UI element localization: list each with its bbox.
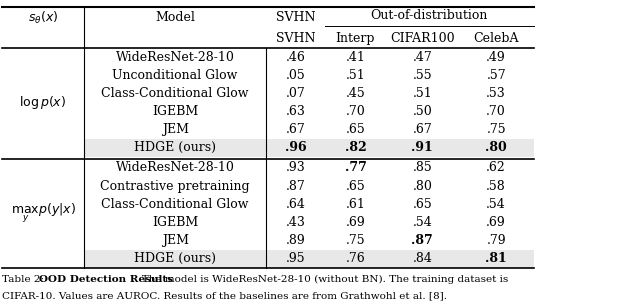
Text: .69: .69 [486, 216, 506, 229]
Text: .77: .77 [344, 161, 366, 174]
Text: IGEBM: IGEBM [152, 105, 198, 118]
Text: WideResNet-28-10: WideResNet-28-10 [116, 50, 235, 64]
Text: OOD Detection Results: OOD Detection Results [39, 275, 173, 284]
Bar [84, 250, 534, 268]
Text: .65: .65 [346, 123, 365, 136]
Text: Model: Model [156, 11, 195, 24]
Text: JEM: JEM [162, 234, 189, 247]
Text: .65: .65 [412, 198, 432, 211]
Text: .85: .85 [412, 161, 432, 174]
Text: .54: .54 [486, 198, 506, 211]
Text: CIFAR100: CIFAR100 [390, 32, 454, 45]
Text: .91: .91 [412, 141, 433, 154]
Text: Unconditional Glow: Unconditional Glow [113, 69, 238, 82]
Text: .93: .93 [285, 161, 305, 174]
Text: Contrastive pretraining: Contrastive pretraining [100, 180, 250, 192]
Bar [84, 139, 534, 157]
Text: .45: .45 [346, 87, 365, 100]
Text: .46: .46 [285, 50, 305, 64]
Text: .58: .58 [486, 180, 506, 192]
Text: HDGE (ours): HDGE (ours) [134, 141, 216, 154]
Text: .07: .07 [285, 87, 305, 100]
Text: .55: .55 [413, 69, 432, 82]
Text: Out-of-distribution: Out-of-distribution [371, 9, 488, 22]
Text: WideResNet-28-10: WideResNet-28-10 [116, 161, 235, 174]
Text: .76: .76 [346, 252, 365, 265]
Text: Table 2:: Table 2: [1, 275, 47, 284]
Text: .57: .57 [486, 69, 506, 82]
Text: $\max_y p(y|x)$: $\max_y p(y|x)$ [10, 202, 76, 225]
Text: .  The model is WideResNet-28-10 (without BN). The training dataset is: . The model is WideResNet-28-10 (without… [132, 275, 508, 284]
Text: .54: .54 [412, 216, 432, 229]
Text: .51: .51 [346, 69, 365, 82]
Text: .53: .53 [486, 87, 506, 100]
Text: .87: .87 [412, 234, 433, 247]
Text: .69: .69 [346, 216, 365, 229]
Text: .62: .62 [486, 161, 506, 174]
Text: .64: .64 [285, 198, 305, 211]
Text: .80: .80 [485, 141, 507, 154]
Text: .81: .81 [485, 252, 507, 265]
Text: SVHN: SVHN [276, 11, 316, 24]
Text: .84: .84 [412, 252, 432, 265]
Text: IGEBM: IGEBM [152, 216, 198, 229]
Text: .41: .41 [346, 50, 365, 64]
Text: .95: .95 [285, 252, 305, 265]
Text: .50: .50 [412, 105, 432, 118]
Text: .87: .87 [285, 180, 305, 192]
Text: .63: .63 [285, 105, 305, 118]
Text: HDGE (ours): HDGE (ours) [134, 252, 216, 265]
Text: .65: .65 [346, 180, 365, 192]
Text: CIFAR-10. Values are AUROC. Results of the baselines are from Grathwohl et al. [: CIFAR-10. Values are AUROC. Results of t… [1, 292, 447, 301]
Text: SVHN: SVHN [276, 32, 316, 45]
Text: Interp: Interp [336, 32, 375, 45]
Text: $s_{\theta}(x)$: $s_{\theta}(x)$ [28, 10, 58, 26]
Text: .80: .80 [412, 180, 432, 192]
Text: .67: .67 [285, 123, 305, 136]
Text: $\log p(x)$: $\log p(x)$ [19, 94, 67, 111]
Text: .82: .82 [344, 141, 366, 154]
Text: .70: .70 [346, 105, 365, 118]
Text: .43: .43 [285, 216, 305, 229]
Text: CelebA: CelebA [474, 32, 519, 45]
Text: .67: .67 [412, 123, 432, 136]
Text: .05: .05 [285, 69, 305, 82]
Text: .70: .70 [486, 105, 506, 118]
Text: Class-Conditional Glow: Class-Conditional Glow [101, 198, 249, 211]
Text: .75: .75 [346, 234, 365, 247]
Text: .96: .96 [285, 141, 307, 154]
Text: JEM: JEM [162, 123, 189, 136]
Text: .49: .49 [486, 50, 506, 64]
Text: .89: .89 [285, 234, 305, 247]
Text: .79: .79 [486, 234, 506, 247]
Text: .47: .47 [412, 50, 432, 64]
Text: Class-Conditional Glow: Class-Conditional Glow [101, 87, 249, 100]
Text: .51: .51 [412, 87, 432, 100]
Text: .61: .61 [346, 198, 365, 211]
Text: .75: .75 [486, 123, 506, 136]
